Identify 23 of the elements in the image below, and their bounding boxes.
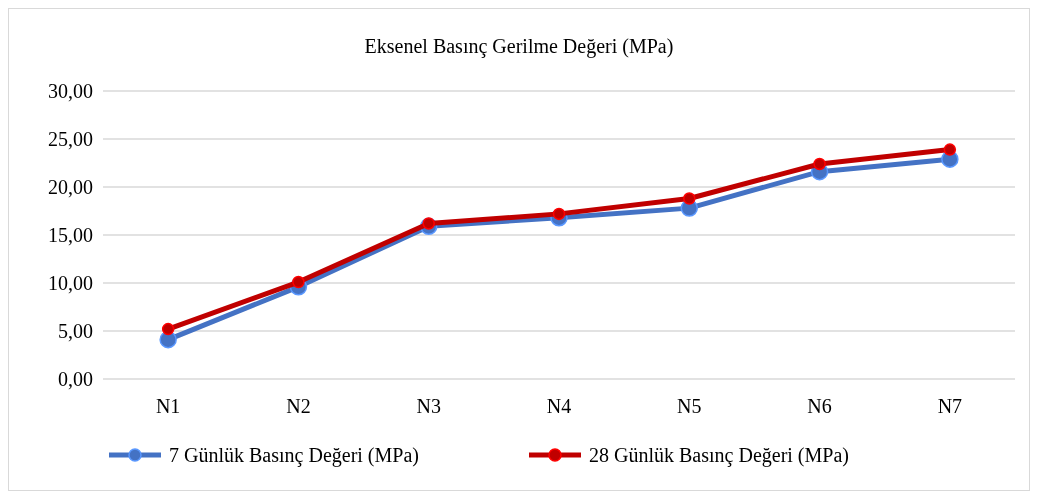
y-tick-label: 20,00 (48, 176, 93, 198)
x-tick-label: N7 (937, 395, 963, 417)
y-tick-label: 15,00 (48, 224, 93, 246)
point (161, 322, 175, 336)
point (292, 275, 305, 289)
x-tick-label: N3 (416, 395, 441, 417)
y-tick-label: 0,00 (58, 368, 93, 390)
y-tick-label: 5,00 (58, 320, 93, 342)
chart-title: Eksenel Basınç Gerilme Değeri (MPa) (364, 35, 674, 58)
point (813, 157, 826, 171)
point (552, 207, 566, 221)
x-tick-label: N1 (155, 395, 181, 417)
point (683, 192, 696, 205)
x-tick-label: N2 (286, 395, 311, 417)
x-tick-label: N6 (807, 395, 832, 417)
point (943, 143, 957, 156)
legend-label: 7 Günlük Basınç Değeri (MPa) (169, 444, 419, 467)
y-tick-label: 25,00 (48, 128, 93, 150)
y-tick-label: 10,00 (48, 272, 93, 294)
legend-label: 28 Günlük Basınç Değeri (MPa) (589, 444, 849, 467)
x-tick-label: N4 (546, 395, 572, 417)
x-tick-label: N5 (677, 395, 702, 417)
y-tick-label: 30,00 (48, 80, 93, 102)
